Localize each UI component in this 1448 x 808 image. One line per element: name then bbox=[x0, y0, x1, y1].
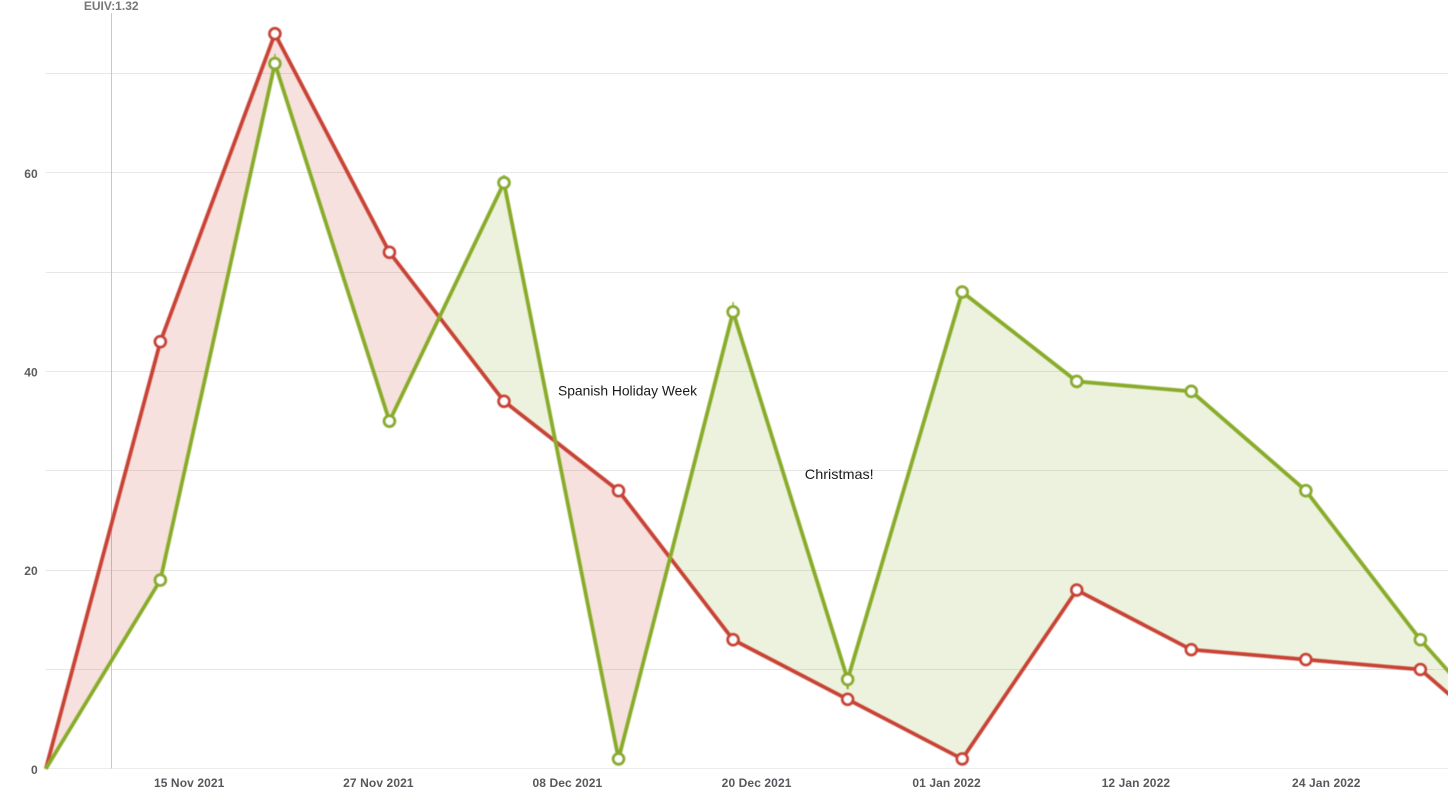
svg-text:Spanish Holiday Week: Spanish Holiday Week bbox=[558, 382, 698, 398]
svg-text:12 Jan 2022: 12 Jan 2022 bbox=[1102, 776, 1171, 790]
svg-text:Christmas!: Christmas! bbox=[805, 466, 874, 482]
svg-text:40: 40 bbox=[24, 366, 38, 380]
svg-text:0: 0 bbox=[31, 763, 38, 777]
svg-text:20: 20 bbox=[24, 564, 38, 578]
svg-text:EUIV:1.32: EUIV:1.32 bbox=[84, 0, 139, 13]
svg-text:20 Dec 2021: 20 Dec 2021 bbox=[722, 776, 792, 790]
svg-text:08 Dec 2021: 08 Dec 2021 bbox=[532, 776, 602, 790]
svg-text:15 Nov 2021: 15 Nov 2021 bbox=[154, 776, 225, 790]
svg-text:60: 60 bbox=[24, 167, 38, 181]
svg-text:01 Jan 2022: 01 Jan 2022 bbox=[912, 776, 981, 790]
svg-text:24 Jan 2022: 24 Jan 2022 bbox=[1292, 776, 1361, 790]
svg-text:27 Nov 2021: 27 Nov 2021 bbox=[343, 776, 414, 790]
